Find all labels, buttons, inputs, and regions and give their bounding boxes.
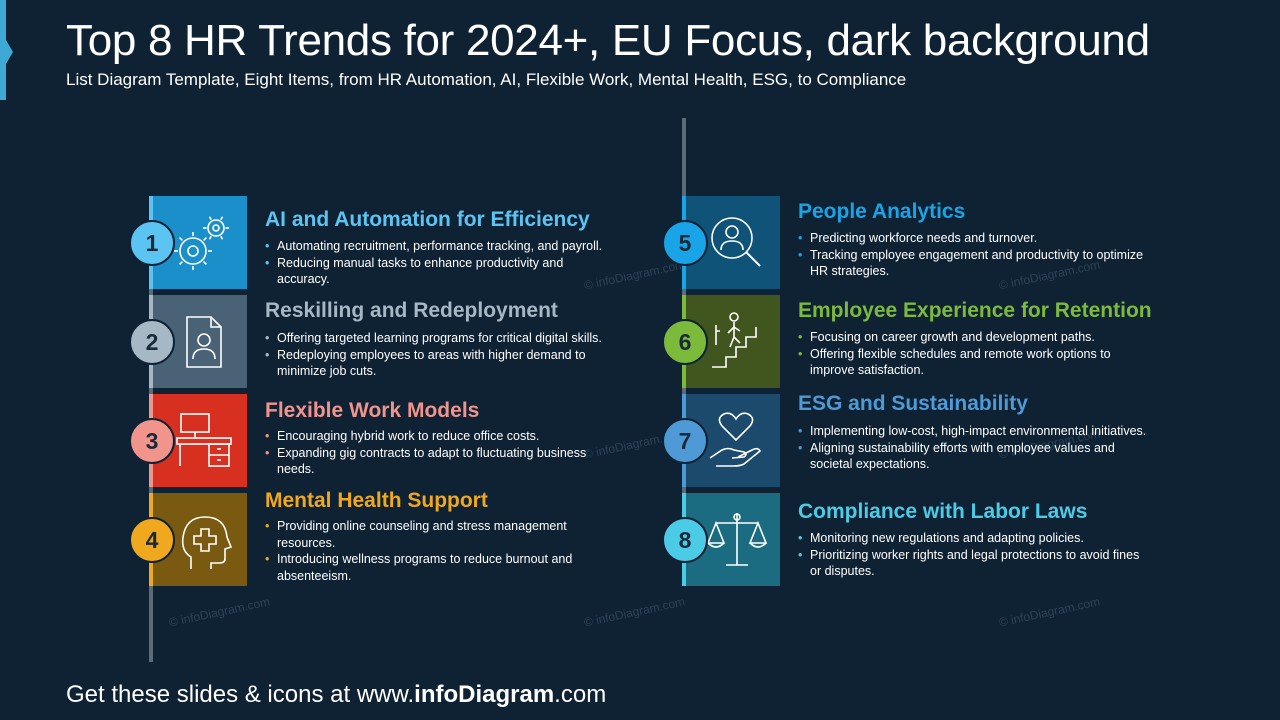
item-1-number-badge: 1 [129, 220, 175, 266]
bullet-item: Providing online counseling and stress m… [265, 518, 615, 551]
item-2-title: Reskilling and Redeployment [265, 299, 558, 322]
bullet-item: Offering flexible schedules and remote w… [798, 346, 1148, 379]
head-medical-cross-icon [181, 516, 233, 569]
page-subtitle: List Diagram Template, Eight Items, from… [66, 70, 907, 89]
item-7-title: ESG and Sustainability [798, 392, 1028, 415]
bullet-item: Implementing low-cost, high-impact envir… [798, 423, 1148, 440]
item-8-number-badge: 8 [662, 517, 708, 563]
bullet-item: Prioritizing worker rights and legal pro… [798, 547, 1148, 580]
bullet-item: Predicting workforce needs and turnover. [798, 230, 1148, 247]
item-5-bullet-list: Predicting workforce needs and turnover.… [798, 230, 1148, 280]
item-4-number-badge: 4 [129, 517, 175, 563]
bullet-item: Focusing on career growth and developmen… [798, 329, 1148, 346]
career-stairs-icon [712, 312, 757, 368]
item-3-number-badge: 3 [129, 418, 175, 464]
item-1-bullet-list: Automating recruitment, performance trac… [265, 238, 615, 288]
bullet-item: Redeploying employees to areas with high… [265, 347, 615, 380]
item-8-title: Compliance with Labor Laws [798, 500, 1088, 523]
slide-accent-notch [6, 40, 13, 64]
bullet-item: Reducing manual tasks to enhance product… [265, 255, 615, 288]
bullet-item: Offering targeted learning programs for … [265, 330, 615, 347]
item-4-bullet-list: Providing online counseling and stress m… [265, 518, 615, 584]
bullet-item: Monitoring new regulations and adapting … [798, 530, 1148, 547]
item-3-title: Flexible Work Models [265, 399, 480, 422]
item-8-bullet-list: Monitoring new regulations and adapting … [798, 530, 1148, 580]
footer-suffix: .com [554, 681, 607, 708]
item-6-bullet-list: Focusing on career growth and developmen… [798, 329, 1148, 379]
item-7-number-badge: 7 [662, 418, 708, 464]
desk-workplace-icon [176, 413, 232, 467]
item-4-title: Mental Health Support [265, 489, 488, 512]
footer-prefix: Get these slides & icons at www. [66, 681, 415, 708]
footer-brand: infoDiagram [414, 681, 555, 708]
item-6-title: Employee Experience for Retention [798, 299, 1152, 322]
gears-icon [174, 216, 229, 270]
bullet-item: Expanding gig contracts to adapt to fluc… [265, 445, 615, 478]
person-magnifier-icon [711, 217, 761, 267]
item-3-bullet-list: Encouraging hybrid work to reduce office… [265, 428, 615, 478]
item-5-number-badge: 5 [662, 220, 708, 266]
item-7-bullet-list: Implementing low-cost, high-impact envir… [798, 423, 1148, 473]
item-6-number-badge: 6 [662, 319, 708, 365]
bullet-item: Tracking employee engagement and product… [798, 247, 1148, 280]
resume-document-icon [186, 316, 222, 368]
item-1-title: AI and Automation for Efficiency [265, 208, 590, 231]
bullet-item: Automating recruitment, performance trac… [265, 238, 615, 255]
page-title: Top 8 HR Trends for 2024+, EU Focus, dar… [66, 16, 1150, 65]
item-6-tile [686, 295, 780, 388]
bullet-item: Introducing wellness programs to reduce … [265, 551, 615, 584]
heart-hand-icon [709, 412, 762, 467]
watermark: © infoDiagram.com [582, 594, 687, 630]
item-2-number-badge: 2 [129, 319, 175, 365]
scales-justice-icon [706, 513, 768, 566]
footer-cta: Get these slides & icons at www.infoDiag… [66, 680, 606, 710]
item-5-title: People Analytics [798, 200, 966, 223]
bullet-item: Encouraging hybrid work to reduce office… [265, 428, 615, 445]
watermark: © infoDiagram.com [167, 594, 272, 630]
item-2-bullet-list: Offering targeted learning programs for … [265, 330, 615, 380]
slide-accent-bar [0, 0, 6, 100]
watermark: © infoDiagram.com [997, 594, 1102, 630]
bullet-item: Aligning sustainability efforts with emp… [798, 440, 1148, 473]
